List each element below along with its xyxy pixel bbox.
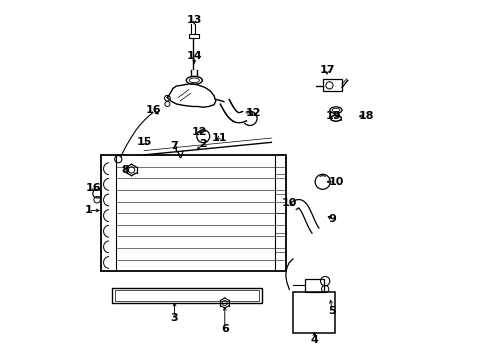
Text: 12: 12 (191, 127, 207, 136)
Text: 4: 4 (310, 334, 318, 345)
Bar (112, 288, 262, 303)
Text: 10: 10 (327, 177, 343, 187)
Text: 10: 10 (281, 198, 296, 208)
Text: 13: 13 (186, 15, 202, 26)
Bar (322, 79, 341, 91)
Text: 12: 12 (245, 108, 261, 118)
Text: 15: 15 (136, 138, 151, 147)
Text: 19: 19 (325, 111, 341, 121)
Text: 14: 14 (186, 51, 202, 61)
Text: 3: 3 (170, 313, 178, 323)
Text: 9: 9 (328, 215, 336, 224)
Text: 18: 18 (358, 111, 373, 121)
Bar (115, 290, 258, 301)
Text: 6: 6 (221, 324, 228, 334)
Text: 7: 7 (170, 141, 178, 151)
Text: 16: 16 (145, 105, 161, 115)
Bar (292, 292, 335, 333)
Text: 8: 8 (122, 165, 129, 175)
Text: 16: 16 (85, 183, 101, 193)
Text: 17: 17 (319, 64, 334, 75)
Bar (304, 279, 324, 292)
Bar (188, 34, 199, 39)
Text: 11: 11 (211, 133, 227, 143)
Bar (101, 155, 285, 271)
Text: 1: 1 (84, 206, 92, 216)
Text: 5: 5 (328, 306, 335, 316)
Text: 2: 2 (199, 139, 207, 149)
